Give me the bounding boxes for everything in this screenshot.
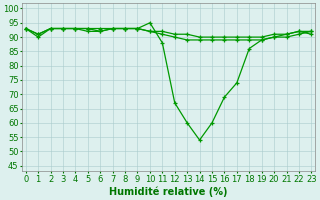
X-axis label: Humidité relative (%): Humidité relative (%) [109,187,228,197]
